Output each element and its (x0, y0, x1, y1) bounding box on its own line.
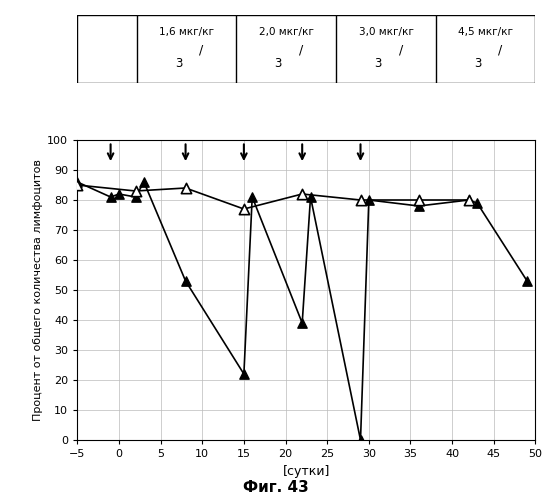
Point (106, 193, 115, 201)
Text: 3,0 мкг/кг: 3,0 мкг/кг (359, 27, 413, 37)
Text: 3: 3 (374, 58, 381, 70)
Text: 2,0 мкг/кг: 2,0 мкг/кг (259, 27, 314, 37)
Y-axis label: Процент от общего количества лимфоцитов: Процент от общего количества лимфоцитов (33, 159, 43, 421)
Text: 4,5 мкг/кг: 4,5 мкг/кг (458, 27, 513, 37)
Text: 3: 3 (275, 58, 282, 70)
X-axis label: [сутки]: [сутки] (283, 464, 330, 477)
Point (248, 193, 257, 201)
Point (131, 187, 140, 195)
Point (181, 277, 190, 285)
Point (114, 190, 123, 198)
Text: /: / (399, 44, 403, 57)
Point (415, 196, 423, 204)
Text: 3: 3 (474, 58, 481, 70)
Point (415, 202, 423, 210)
Point (298, 319, 306, 327)
Text: 3: 3 (175, 58, 182, 70)
Text: /: / (199, 44, 204, 57)
Text: Фиг. 43: Фиг. 43 (243, 480, 309, 495)
Point (181, 184, 190, 192)
Point (240, 205, 248, 213)
Point (140, 178, 148, 186)
Point (356, 436, 365, 444)
Text: /: / (498, 44, 503, 57)
Point (73, 178, 82, 186)
Point (73, 181, 82, 189)
Text: 1,6 мкг/кг: 1,6 мкг/кг (159, 27, 214, 37)
Point (464, 196, 473, 204)
Point (131, 193, 140, 201)
Point (298, 190, 306, 198)
Point (523, 277, 532, 285)
Text: /: / (299, 44, 304, 57)
Point (240, 370, 248, 378)
Point (364, 196, 373, 204)
Point (306, 193, 315, 201)
Point (473, 199, 481, 207)
Point (356, 196, 365, 204)
Point (464, 196, 473, 204)
